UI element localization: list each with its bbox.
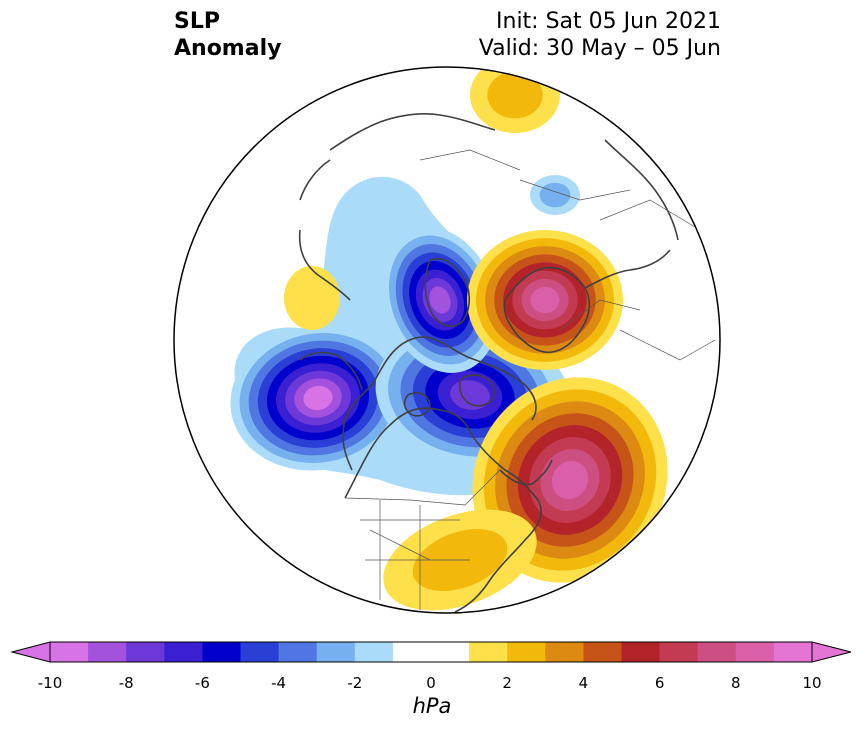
init-date: Init: Sat 05 Jun 2021 [496,9,721,34]
chart-title-right: Init: Sat 05 Jun 2021 Valid: 30 May – 05… [479,8,721,62]
colorbar-tick-label: -2 [347,674,363,692]
colorbar [10,641,852,663]
colorbar-tick-label: -8 [118,674,134,692]
colorbar-extend-low [12,642,50,662]
colorbar-cell [88,642,127,662]
colorbar-cell [621,642,661,662]
colorbar-cell [392,642,470,662]
coastlines [298,113,679,613]
contour-band [284,266,340,330]
high-western-europe [467,230,623,370]
contour-band [530,286,560,314]
colorbar-cell [545,642,584,662]
colorbar-tick-label: 0 [426,674,436,692]
map-boundary [173,66,721,614]
colorbar-frame [49,641,813,663]
contour-band [429,286,451,314]
colorbar-tick-label: 6 [654,674,665,692]
colorbar-tick-label: 8 [731,674,741,692]
colorbar-cell [507,642,546,662]
colorbar-cell [659,642,699,662]
colorbar-cell [735,642,775,662]
colorbar-cell [583,642,622,662]
colorbar-cell [240,642,280,662]
colorbar-cell [773,642,813,662]
colorbar-cell [164,642,203,662]
title-anomaly: Anomaly [174,36,282,61]
colorbar-extend-high [812,642,851,662]
chart-title-left: SLP Anomaly [174,8,281,62]
high-north-pacific [284,266,340,330]
contour-band [551,460,589,500]
low-kazakhstan [530,175,580,215]
colorbar-unit: hPa [412,694,452,718]
colorbar-cell [278,642,318,662]
colorbar-tick-label: -4 [271,674,287,692]
colorbar-tick-label: -10 [37,674,63,692]
colorbar-cell [354,642,394,662]
colorbar-cell [50,642,89,662]
colorbar-tick-label: 2 [502,674,512,692]
colorbar-cells [50,642,813,662]
colorbar-tick-label: -6 [194,674,210,692]
colorbar-cell [697,642,737,662]
low-east-siberia [382,227,498,373]
valid-range: Valid: 30 May – 05 Jun [478,36,721,61]
colorbar-cell [316,642,356,662]
high-north-siberia [470,67,560,133]
contour-band [487,71,543,119]
colorbar-cell [469,642,508,662]
title-slp: SLP [174,9,220,34]
colorbar-cell [202,642,241,662]
colorbar-tick-label: 10 [802,674,822,692]
political-borders [344,149,716,610]
colorbar-cell [126,642,165,662]
colorbar-tick-label: 4 [578,674,589,692]
contour-band [303,385,333,411]
polar-map [173,66,721,614]
